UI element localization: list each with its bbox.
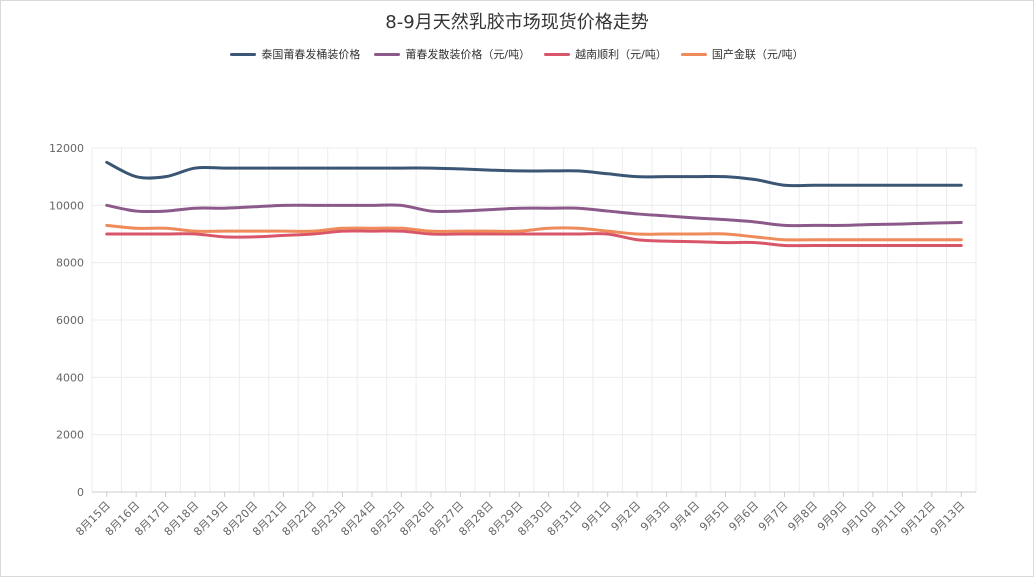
legend-item-series-3[interactable]: 国产金联（元/吨） [680,46,804,62]
legend-swatch [374,52,401,56]
series-line-0 [105,160,963,188]
legend: 泰国莆春发桶装价格 莆春发散装价格（元/吨） 越南顺利（元/吨） 国产金联（元/… [0,46,1034,62]
x-tick-label: 9月2日 [609,499,644,534]
series-line-1 [105,203,963,228]
legend-swatch [230,52,257,56]
legend-item-series-1[interactable]: 莆春发散装价格（元/吨） [374,46,530,62]
y-tick-label: 0 [77,486,84,499]
legend-label: 国产金联（元/吨） [711,48,804,61]
x-tick-label: 9月1日 [579,499,614,534]
y-tick-label: 8000 [56,257,84,270]
y-tick-label: 12000 [49,142,84,155]
legend-swatch [544,52,571,56]
x-tick-label: 9月8日 [785,499,820,534]
legend-label: 越南顺利（元/吨） [575,48,667,61]
legend-item-series-0[interactable]: 泰国莆春发桶装价格 [230,46,360,62]
legend-label: 莆春发散装价格（元/吨） [405,48,531,61]
x-tick-label: 9月3日 [638,499,673,534]
x-tick-label: 9月6日 [726,499,761,534]
y-tick-label: 10000 [49,199,84,212]
legend-item-series-2[interactable]: 越南顺利（元/吨） [544,46,667,62]
y-tick-label: 2000 [56,429,84,442]
legend-swatch [680,52,707,56]
x-tick-label: 9月7日 [756,499,791,534]
y-tick-label: 4000 [56,371,84,384]
legend-label: 泰国莆春发桶装价格 [261,48,361,61]
series-line-2 [105,229,963,248]
y-tick-label: 6000 [56,314,84,327]
x-tick-label: 9月5日 [697,499,732,534]
chart-title: 8-9月天然乳胶市场现货价格走势 [385,12,649,33]
x-tick-label: 9月4日 [668,499,703,534]
series-line-3 [105,223,963,242]
